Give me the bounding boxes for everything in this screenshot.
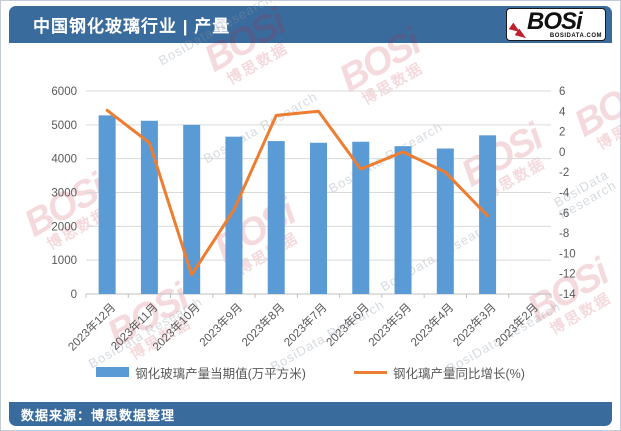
legend-label-production: 钢化玻璃产量当期值(万平方米) — [135, 366, 306, 381]
y-axis-label-right: -10 — [559, 248, 576, 260]
data-source-bar: 数据来源：博思数据整理 — [9, 402, 612, 426]
y-axis-label-right: 0 — [559, 147, 565, 159]
header-bar: 中国钢化玻璃行业 | 产量 BOSi BOSIDATA.COM — [9, 6, 612, 43]
y-axis-label-right: 6 — [559, 86, 565, 98]
bosi-logo: BOSi BOSIDATA.COM — [506, 8, 606, 41]
production-bar — [140, 120, 158, 294]
y-axis-label-right: -4 — [559, 188, 570, 200]
y-axis-label-right: -6 — [559, 208, 569, 220]
y-axis-label-right: -12 — [559, 269, 576, 281]
y-axis-label-left: 6000 — [51, 86, 77, 98]
production-bar — [436, 148, 454, 294]
line-series-swatch-icon — [353, 370, 387, 374]
production-bar — [352, 141, 370, 294]
y-axis-label-left: 5000 — [51, 120, 77, 132]
x-axis-label: 2023年8月 — [239, 300, 288, 349]
production-bar — [267, 141, 285, 294]
logo-site-text: BOSIDATA.COM — [549, 33, 602, 39]
x-axis-label: 2023年5月 — [365, 300, 414, 349]
production-bar — [225, 136, 243, 294]
bar-series-swatch-icon — [96, 367, 130, 377]
y-axis-label-right: 4 — [559, 106, 566, 118]
legend-item-production: 钢化玻璃产量当期值(万平方米) — [96, 363, 306, 382]
legend-item-growth: 钢化璃产量同比增长(%) — [353, 363, 525, 382]
production-bar — [394, 146, 412, 294]
logo-brand-text: BOSi — [527, 8, 583, 35]
page-title: 中国钢化玻璃行业 | 产量 — [33, 17, 231, 36]
data-source-text: 数据来源：博思数据整理 — [21, 407, 176, 423]
production-bar — [310, 142, 327, 294]
y-axis-label-right: 2 — [559, 127, 565, 139]
x-axis-label: 2023年6月 — [323, 300, 372, 349]
y-axis-label-right: -2 — [559, 167, 569, 179]
x-axis-label: 2023年2月 — [492, 300, 541, 349]
chart-legend: 钢化玻璃产量当期值(万平方米) 钢化璃产量同比增长(%) — [1, 361, 620, 383]
x-axis-label: 2023年3月 — [450, 300, 499, 349]
y-axis-label-right: -8 — [559, 228, 569, 240]
y-axis-label-left: 0 — [71, 289, 77, 301]
legend-label-growth: 钢化璃产量同比增长(%) — [392, 366, 525, 381]
y-axis-label-left: 4000 — [51, 154, 77, 166]
x-axis-label: 2023年7月 — [281, 300, 330, 349]
growth-line — [105, 108, 490, 277]
production-bar — [183, 124, 201, 294]
y-axis-label-left: 2000 — [51, 221, 77, 233]
production-bar — [98, 115, 116, 294]
y-axis-label-left: 3000 — [51, 188, 77, 200]
x-axis-label: 2023年9月 — [196, 300, 245, 349]
y-axis-label-right: -14 — [559, 289, 576, 301]
x-axis-label: 2023年4月 — [408, 300, 457, 349]
y-axis-label-left: 1000 — [51, 255, 77, 267]
